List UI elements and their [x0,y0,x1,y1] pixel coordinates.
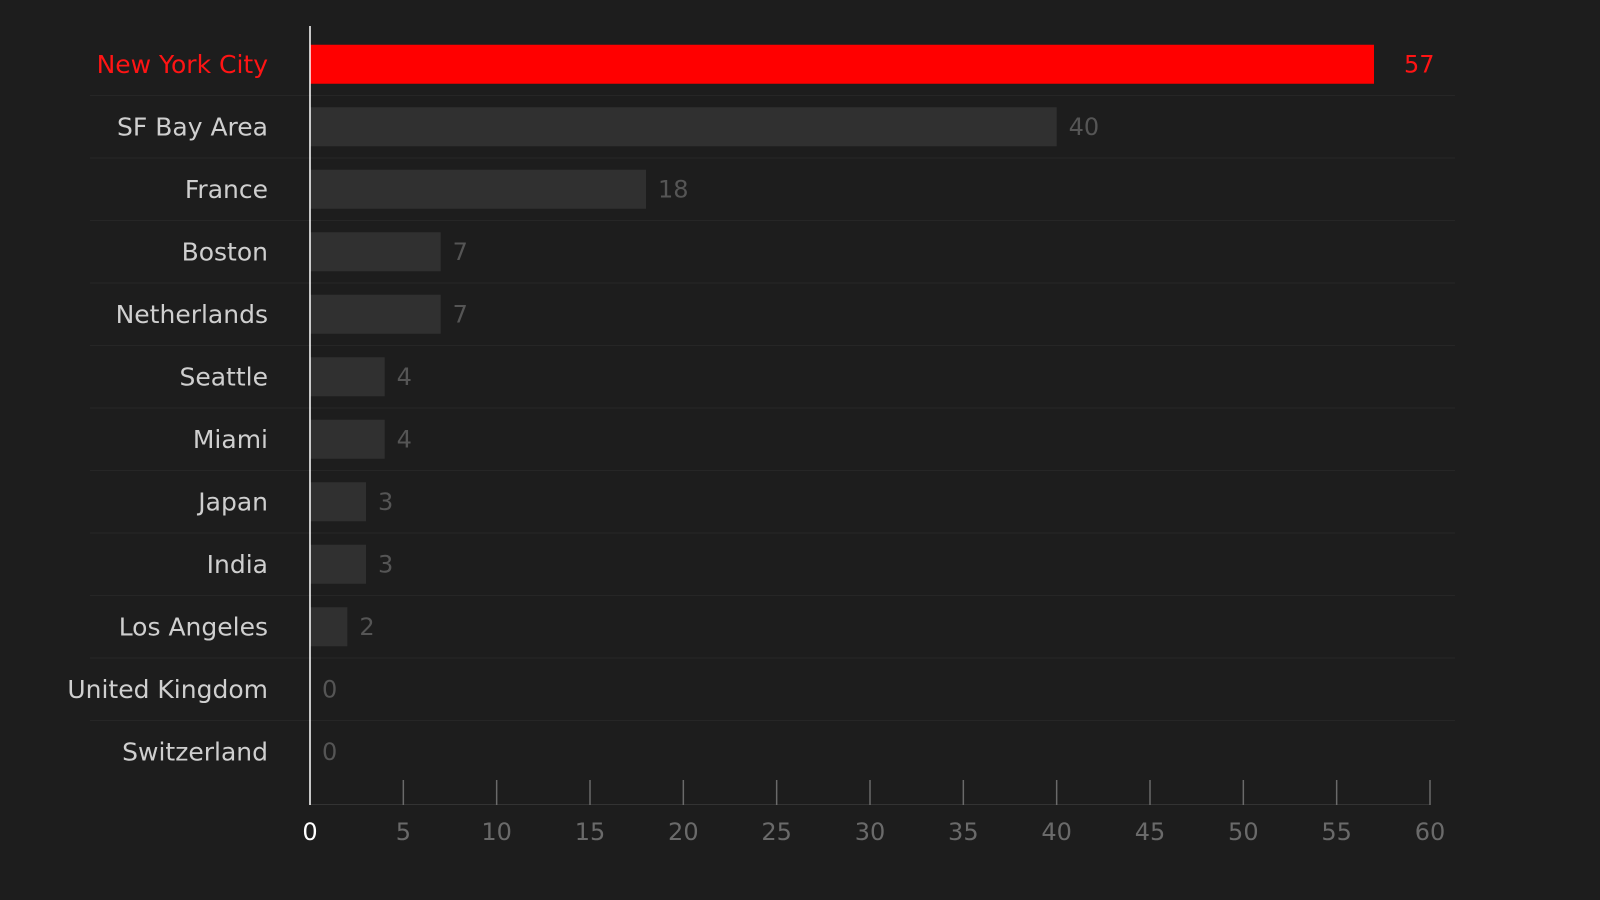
x-tick-label: 0 [302,818,317,846]
x-tick-label: 60 [1415,818,1446,846]
category-label: Japan [196,487,268,516]
value-label: 0 [322,738,337,766]
category-label: United Kingdom [67,675,268,704]
x-tick-label: 45 [1135,818,1166,846]
x-tick-label: 20 [668,818,699,846]
value-label: 3 [378,550,393,578]
row-separators [90,95,1455,721]
x-tick-label: 10 [481,818,512,846]
value-labels: 57 40 18 7 7 4 4 3 3 2 0 0 [322,50,1435,766]
x-axis: 0 5 10 15 20 25 30 35 40 45 50 55 60 [302,26,1445,846]
category-label: Miami [193,425,268,454]
bars-group [310,44,1374,647]
category-label: France [185,175,268,204]
x-tick-label: 25 [761,818,792,846]
category-label: SF Bay Area [117,112,268,141]
value-label: 3 [378,488,393,516]
x-tick-label: 30 [855,818,886,846]
x-tick-label: 15 [575,818,606,846]
value-label: 18 [658,175,689,203]
value-label: 4 [397,425,412,453]
x-tick-label: 50 [1228,818,1259,846]
bar-boston [310,232,441,272]
value-label: 2 [359,613,374,641]
x-tick-label: 35 [948,818,979,846]
bar-sf-bay-area [310,107,1057,147]
category-labels: New York City SF Bay Area France Boston Neth… [67,50,268,767]
category-label: Boston [182,237,268,266]
bar-france [310,169,646,209]
category-label: Netherlands [116,300,268,329]
value-label: 7 [453,300,468,328]
x-tick-label: 40 [1041,818,1072,846]
value-label: 40 [1069,113,1100,141]
value-label: 0 [322,675,337,703]
category-label: Seattle [179,362,268,391]
value-label: 7 [453,238,468,266]
category-label: India [207,550,268,579]
bar-miami [310,419,385,459]
value-label: 4 [397,363,412,391]
category-label: Switzerland [122,737,268,766]
bar-new-york-city [310,44,1374,84]
bar-india [310,544,366,584]
x-tick-label: 55 [1321,818,1352,846]
value-label: 57 [1404,50,1435,78]
category-label: New York City [97,50,269,79]
bar-netherlands [310,294,441,334]
bar-japan [310,482,366,522]
bar-seattle [310,357,385,397]
bar-los-angeles [310,607,348,647]
x-tick-label: 5 [396,818,411,846]
category-label: Los Angeles [119,612,268,641]
